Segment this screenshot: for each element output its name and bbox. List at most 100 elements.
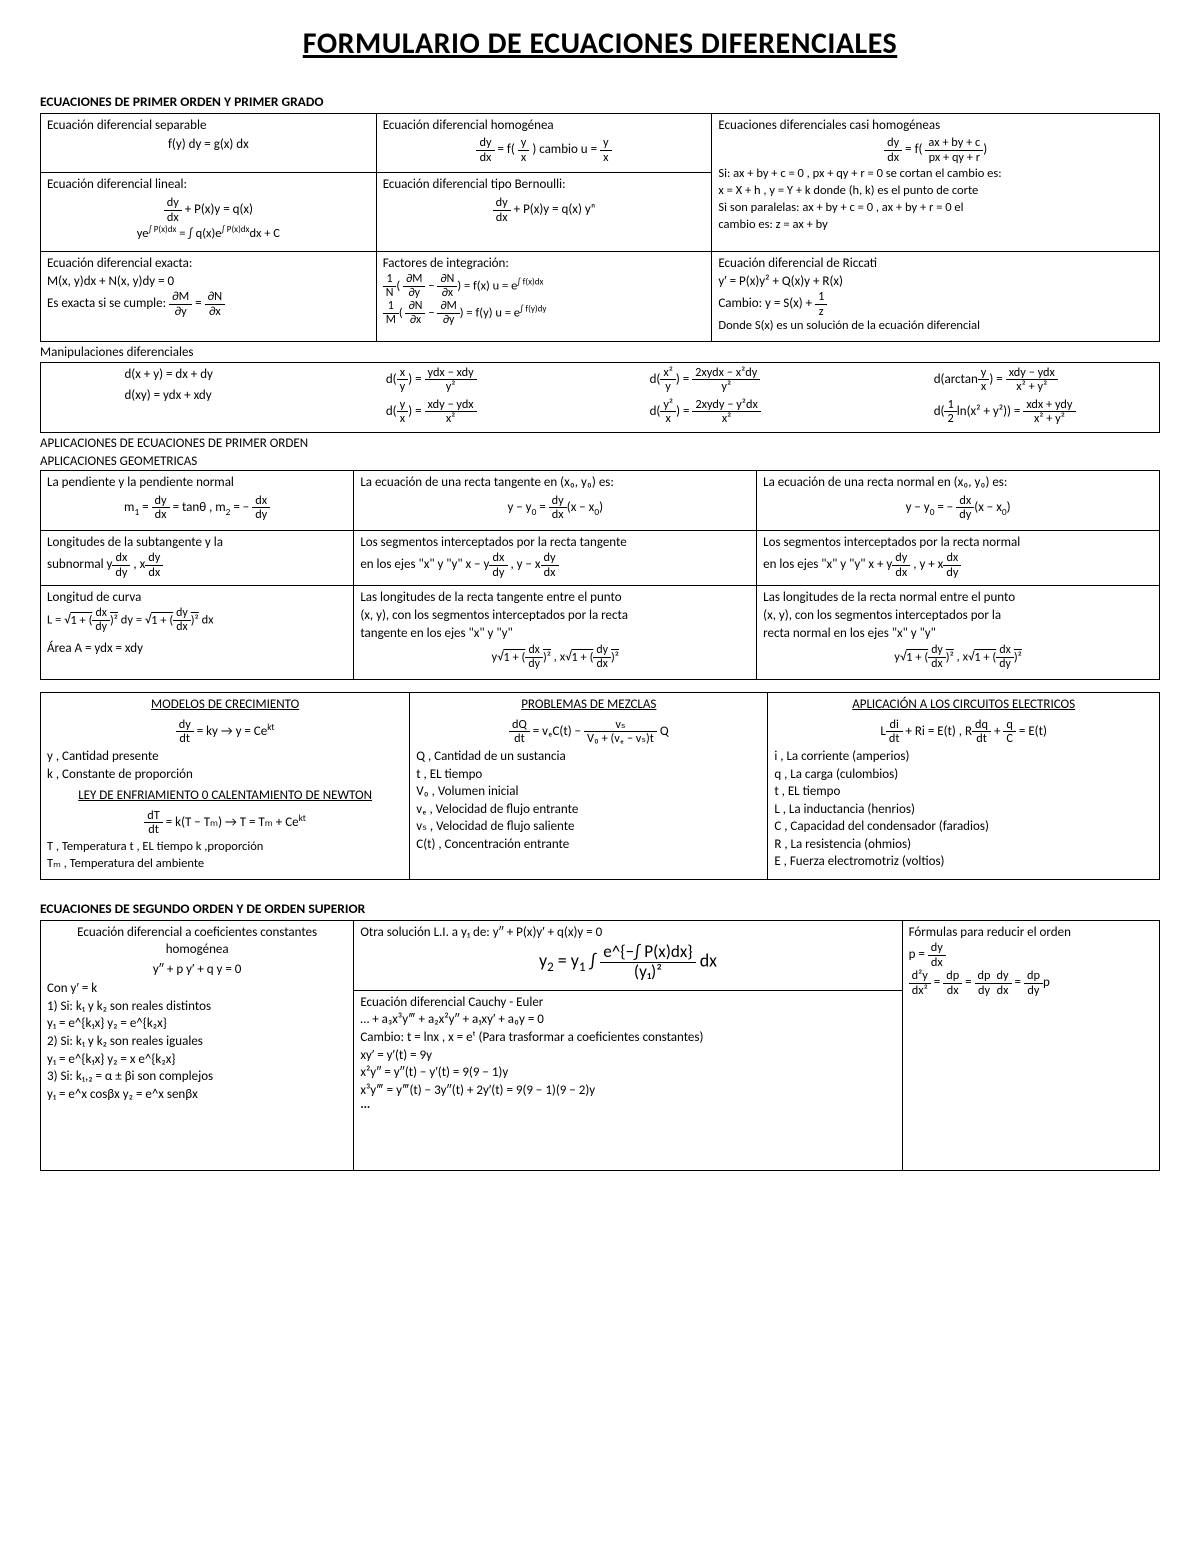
line: k , Constante de proporción [47, 766, 403, 784]
line: L , La inductancia (henrios) [774, 801, 1153, 819]
formula: en los ejes "x" y "y" x − ydxdy , y − xd… [360, 551, 750, 579]
line: 3) Si: k₁,₂ = α ± βi son complejos [47, 1068, 347, 1086]
line: … + a₃x³y‴ + a₂x²y″ + a₁xy′ + a₀y = 0 [360, 1011, 895, 1029]
formula: y√1 + (dxdy)² , x√1 + (dydx)² [360, 644, 750, 671]
cell-title: Ecuación diferencial tipo Bernoulli: [383, 176, 706, 194]
cell-title: Ecuación diferencial lineal: [47, 176, 370, 194]
line: C(t) , Concentración entrante [416, 836, 761, 854]
page-title: FORMULARIO DE ECUACIONES DIFERENCIALES [40, 24, 1160, 65]
line: Tₘ , Temperatura del ambiente [47, 856, 403, 873]
formula: d(12ln(x² + y²)) = xdx + ydyx² + y² [934, 398, 1076, 426]
line: Si son paralelas: ax + by + c = 0 , ax +… [718, 200, 1153, 217]
line: 2) Si: k₁ y k₂ son reales iguales [47, 1033, 347, 1051]
formula: Es exacta si se cumple: ∂M∂y = ∂N∂x [47, 290, 370, 318]
formula: M(x, y)dx + N(x, y)dy = 0 [47, 273, 370, 291]
line: (x, y), con los segmentos interceptados … [360, 607, 750, 625]
formula: dQdt = vₑC(t) − vₛV₀ + (vₑ − vₛ)t Q [416, 718, 761, 746]
manip-table: d(x + y) = dx + dy d(xy) = ydx + xdy d(x… [40, 362, 1160, 433]
cell-title: Ecuación diferencial Cauchy - Euler [360, 994, 895, 1012]
formula: p = dydx [909, 941, 1153, 969]
cell-title: Ecuaciones diferenciales casi homogéneas [718, 117, 1153, 135]
formula: d(yx) = xdy − ydxx² [386, 398, 477, 426]
line: Cambio: t = lnx , x = eᵗ (Para trasforma… [360, 1029, 895, 1047]
line: y₁ = e^x cosβx y₂ = e^x senβx [47, 1086, 347, 1104]
line: x³y‴ = y‴(t) − 3y″(t) + 2y′(t) = 9(9 − 1… [360, 1082, 895, 1100]
cell-title: Longitud de curva [47, 589, 347, 607]
line: (x, y), con los segmentos interceptados … [763, 607, 1153, 625]
line: i , La corriente (amperios) [774, 748, 1153, 766]
formula: m1 = dydx = tanθ , m2 = − dxdy [47, 494, 347, 522]
formula: 1N( ∂M∂y − ∂N∂x) = f(x) u = e∫ f(x)dx [383, 273, 706, 300]
cell-title: La ecuación de una recta normal en (x₀, … [763, 474, 1153, 492]
cell-title: Ecuación diferencial de Riccati [718, 255, 1153, 273]
sec2-heading2: APLICACIONES GEOMETRICAS [40, 453, 1160, 471]
line: Q , Cantidad de un sustancia [416, 748, 761, 766]
subheading: MODELOS DE CRECIMIENTO [47, 696, 403, 714]
formula: Área A = ydx = xdy [47, 640, 347, 658]
line: T , Temperatura t , EL tiempo k ,proporc… [47, 839, 403, 856]
cell-title: Fórmulas para reducir el orden [909, 924, 1153, 942]
formula: y − y0 = − dxdy(x − x0) [763, 494, 1153, 522]
line: y , Cantidad presente [47, 748, 403, 766]
formula: dTdt = k(T − Tₘ) → T = Tₘ + Cekt [47, 809, 403, 837]
formula: y√1 + (dydx)² , x√1 + (dxdy)² [763, 644, 1153, 671]
line: Donde S(x) es un solución de la ecuación… [718, 318, 1153, 335]
cell-title: Los segmentos interceptados por la recta… [360, 534, 750, 552]
line: y₁ = e^{k₁x} y₂ = x e^{k₂x} [47, 1051, 347, 1069]
sec1-table: Ecuación diferencial separable f(y) dy =… [40, 113, 1160, 342]
line: x = X + h , y = Y + k donde (h, k) es el… [718, 183, 1153, 200]
formula: ye∫ P(x)dx = ∫ q(x)e∫ P(x)dxdx + C [47, 226, 370, 243]
cell-title: Factores de integración: [383, 255, 706, 273]
formula: Cambio: y = S(x) + 1z [718, 290, 1153, 318]
line: Con y′ = k [47, 980, 347, 998]
formula: d(y²x) = 2xydy − y²dxx² [650, 398, 761, 426]
formula: L = √1 + (dxdy)² dy = √1 + (dydx)² dx [47, 607, 347, 634]
line: xy′ = y′(t) = 9y [360, 1047, 895, 1065]
line: cambio es: z = ax + by [718, 217, 1153, 234]
formula: dydx + P(x)y = q(x) yⁿ [383, 196, 706, 224]
formula: subnormal ydxdy , xdydx [47, 551, 347, 579]
subheading: PROBLEMAS DE MEZCLAS [416, 696, 761, 714]
cell-title: Ecuación diferencial exacta: [47, 255, 370, 273]
sec2-heading1: APLICACIONES DE ECUACIONES DE PRIMER ORD… [40, 435, 1160, 453]
sec3-table: MODELOS DE CRECIMIENTO dydt = ky → y = C… [40, 692, 1160, 879]
cell-title: Ecuación diferencial separable [47, 117, 370, 135]
cell-title: Ecuación diferencial homogénea [383, 117, 706, 135]
formula: y − y0 = dydx(x − x0) [360, 494, 750, 522]
formula: y″ + p y′ + q y = 0 [47, 961, 347, 979]
subheading: LEY DE ENFRIAMIENTO 0 CALENTAMIENTO DE N… [47, 787, 403, 805]
formula: d²ydx² = dpdx = dpdydydx = dpdyp [909, 969, 1153, 997]
sec2-table: La pendiente y la pendiente normal m1 = … [40, 470, 1160, 680]
line: vₑ , Velocidad de flujo entrante [416, 801, 761, 819]
formula: dydx = f( yx ) cambio u = yx [383, 136, 706, 164]
subheading: APLICACIÓN A LOS CIRCUITOS ELECTRICOS [774, 696, 1153, 714]
line: R , La resistencia (ohmios) [774, 836, 1153, 854]
sec4-table: Ecuación diferencial a coeficientes cons… [40, 920, 1160, 1171]
formula: 1M( ∂N∂x − ∂M∂y) = f(y) u = e∫ f(y)dy [383, 300, 706, 327]
formula: d(arctanyx) = xdy − ydxx² + y² [934, 366, 1076, 394]
cell-title: Otra solución L.I. a y₁ de: y″ + P(x)y′ … [360, 924, 895, 942]
line: E , Fuerza electromotriz (voltios) [774, 853, 1153, 871]
line: recta normal en los ejes "x" y "y" [763, 625, 1153, 643]
cell-title: Ecuación diferencial a coeficientes cons… [47, 924, 347, 959]
cell-title: Longitudes de la subtangente y la [47, 534, 347, 552]
line: 1) Si: k₁ y k₂ son reales distintos [47, 998, 347, 1016]
formula: f(y) dy = g(x) dx [47, 136, 370, 154]
line: vₛ , Velocidad de flujo saliente [416, 818, 761, 836]
formula: d(xy) = ydx + xdy [124, 387, 212, 405]
formula: y′ = P(x)y² + Q(x)y + R(x) [718, 273, 1153, 291]
line: x²y″ = y″(t) − y′(t) = 9(9 − 1)y [360, 1064, 895, 1082]
formula: Ldidt + Ri = E(t) , Rdqdt + qC = E(t) [774, 718, 1153, 746]
line: y₁ = e^{k₁x} y₂ = e^{k₂x} [47, 1015, 347, 1033]
line: t , EL tiempo [774, 783, 1153, 801]
line: Si: ax + by + c = 0 , px + qy + r = 0 se… [718, 166, 1153, 183]
formula: d(xy) = ydx − xdyy² [386, 366, 477, 394]
formula: dydx + P(x)y = q(x) [47, 196, 370, 224]
formula: y2 = y1 ∫ e^{−∫ P(x)dx}(y₁)² dx [360, 943, 895, 982]
line: tangente en los ejes "x" y "y" [360, 625, 750, 643]
line: q , La carga (culombios) [774, 766, 1153, 784]
cell-title: La pendiente y la pendiente normal [47, 474, 347, 492]
formula: dydt = ky → y = Cekt [47, 718, 403, 746]
manip-heading: Manipulaciones diferenciales [40, 344, 1160, 362]
line: C , Capacidad del condensador (faradios) [774, 818, 1153, 836]
